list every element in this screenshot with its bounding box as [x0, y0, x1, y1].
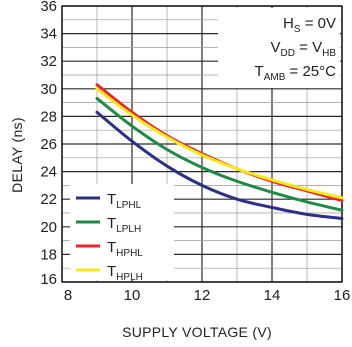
series-line-lphl	[95, 110, 344, 221]
series-line-hplh	[95, 87, 344, 200]
y-tick-label: 32	[40, 53, 57, 70]
series-layer	[95, 83, 344, 221]
x-tick-label: 10	[124, 287, 141, 304]
y-tick-label: 20	[40, 219, 57, 236]
y-tick-label: 30	[40, 81, 57, 98]
y-axis-label: DELAY (ns)	[9, 117, 25, 193]
y-tick-label: 22	[40, 191, 57, 208]
series-line-lplh	[95, 96, 344, 212]
y-tick-label: 34	[40, 26, 57, 43]
y-tick-label: 36	[40, 0, 57, 15]
x-tick-label: 8	[64, 287, 72, 304]
x-tick-label: 14	[264, 287, 281, 304]
y-tick-label: 24	[40, 164, 57, 181]
x-tick-label: 12	[194, 287, 211, 304]
tick-labels: 8 10 12 14 16 16 18 20 22 24 26 28 30 32 34 36	[40, 0, 350, 304]
y-tick-label: 26	[40, 136, 57, 153]
annotation-background	[218, 8, 340, 88]
y-tick-label: 28	[40, 108, 57, 125]
x-tick-label: 16	[334, 287, 351, 304]
plot-frame	[61, 5, 343, 283]
y-tick-label: 18	[40, 246, 57, 263]
x-axis-label: SUPPLY VOLTAGE (V)	[122, 324, 272, 340]
legend-background	[70, 184, 174, 280]
y-tick-label: 16	[40, 271, 57, 288]
